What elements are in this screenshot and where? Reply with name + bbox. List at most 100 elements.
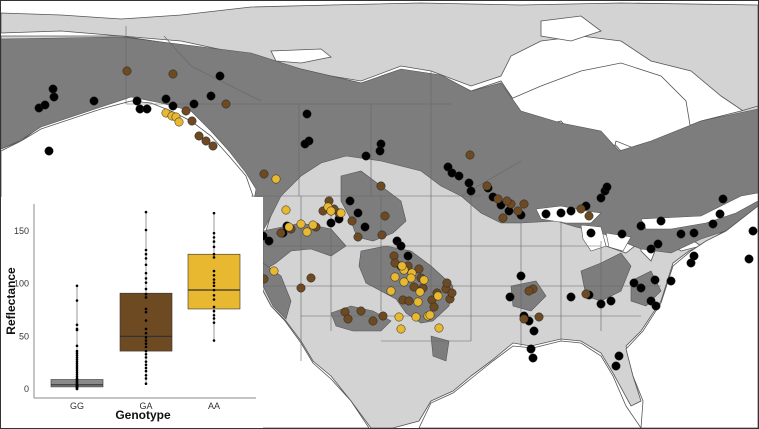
- data-point: [75, 377, 79, 380]
- sample-point-gg: [596, 193, 606, 203]
- sample-point-gg: [132, 96, 142, 106]
- data-point: [212, 339, 216, 342]
- sample-point-ga: [187, 116, 197, 126]
- sample-point-ga: [276, 228, 286, 238]
- sample-point-gg: [464, 178, 474, 188]
- sample-point-gg: [541, 209, 551, 219]
- sample-point-ga: [584, 211, 594, 221]
- sample-point-gg: [142, 104, 152, 114]
- data-point: [144, 339, 148, 342]
- data-point: [75, 375, 79, 378]
- data-point: [144, 263, 148, 267]
- data-point: [144, 292, 148, 296]
- sample-point-gg: [651, 301, 661, 311]
- data-point: [144, 248, 148, 252]
- data-point: [75, 351, 79, 355]
- sample-point-gg: [189, 99, 199, 109]
- sample-point-aa: [394, 312, 404, 322]
- sample-point-ga: [482, 181, 492, 191]
- sample-point-gg: [636, 221, 646, 231]
- sample-point-aa: [390, 272, 400, 282]
- sample-point-gg: [646, 244, 656, 254]
- data-point: [75, 360, 79, 363]
- sample-point-aa: [425, 310, 435, 320]
- data-point: [212, 281, 216, 284]
- sample-point-gg: [206, 91, 216, 101]
- sample-point-ga: [519, 314, 529, 324]
- sample-point-ga: [259, 169, 269, 179]
- data-point: [144, 277, 148, 280]
- data-point: [144, 374, 148, 377]
- data-point: [144, 307, 148, 311]
- x-axis-label: Genotype: [115, 408, 171, 422]
- sample-points: [34, 66, 758, 371]
- sample-point-ga: [581, 289, 591, 299]
- sample-point-gg: [168, 101, 178, 111]
- data-point: [212, 321, 216, 324]
- y-tick-label: 150: [14, 226, 29, 236]
- data-point: [75, 344, 79, 348]
- data-point: [75, 323, 79, 327]
- sample-point-ga: [493, 194, 503, 204]
- sample-point-ga: [376, 181, 386, 191]
- data-point: [212, 284, 216, 288]
- data-point: [144, 382, 148, 386]
- data-point: [212, 278, 216, 281]
- sample-point-ga: [498, 213, 508, 223]
- sample-point-aa: [174, 117, 184, 127]
- sample-point-gg: [361, 151, 371, 161]
- data-point: [144, 296, 148, 299]
- data-point: [144, 349, 148, 353]
- data-point: [144, 345, 148, 349]
- data-point: [212, 231, 216, 235]
- sample-point-ga: [306, 273, 316, 283]
- y-tick-label: 100: [14, 279, 29, 289]
- sample-point-gg: [614, 351, 624, 361]
- sample-point-ga: [208, 141, 218, 151]
- sample-point-aa: [399, 277, 409, 287]
- data-point: [75, 362, 79, 366]
- sample-point-aa: [336, 208, 346, 218]
- sample-point-ga: [576, 204, 586, 214]
- sample-point-ga: [378, 311, 388, 321]
- sample-point-gg: [656, 216, 666, 226]
- data-point: [212, 288, 216, 292]
- data-point: [75, 370, 79, 374]
- data-point: [75, 299, 79, 302]
- data-point: [212, 317, 216, 320]
- sample-point-gg: [528, 353, 538, 363]
- data-point: [212, 236, 216, 239]
- data-point: [144, 327, 148, 331]
- sample-point-ga: [296, 283, 306, 293]
- sample-point-ga: [356, 306, 366, 316]
- data-point: [144, 271, 148, 275]
- data-point: [212, 293, 216, 297]
- data-point: [75, 364, 79, 368]
- sample-point-gg: [556, 208, 566, 218]
- sample-point-ga: [368, 316, 378, 326]
- sample-point-ga: [181, 106, 191, 116]
- sample-point-gg: [516, 271, 526, 281]
- sample-point-ga: [524, 286, 534, 296]
- data-point: [144, 319, 148, 322]
- data-point: [144, 363, 148, 367]
- data-point: [212, 245, 216, 249]
- y-axis-label: Reflectance: [4, 267, 18, 335]
- x-tick-label: AA: [208, 401, 220, 411]
- sample-point-gg: [689, 228, 699, 238]
- sample-point-gg: [629, 278, 639, 288]
- data-point: [144, 228, 148, 232]
- data-point: [144, 336, 148, 339]
- sample-point-aa: [326, 206, 336, 216]
- data-point: [212, 211, 216, 215]
- sample-point-gg: [375, 146, 385, 156]
- sample-point-gg: [744, 254, 754, 264]
- data-point: [212, 269, 216, 273]
- sample-point-aa: [302, 227, 312, 237]
- data-point: [212, 240, 216, 243]
- sample-point-aa: [434, 323, 444, 333]
- sample-point-gg: [718, 194, 728, 204]
- sample-point-gg: [566, 292, 576, 302]
- sample-point-gg: [345, 196, 355, 206]
